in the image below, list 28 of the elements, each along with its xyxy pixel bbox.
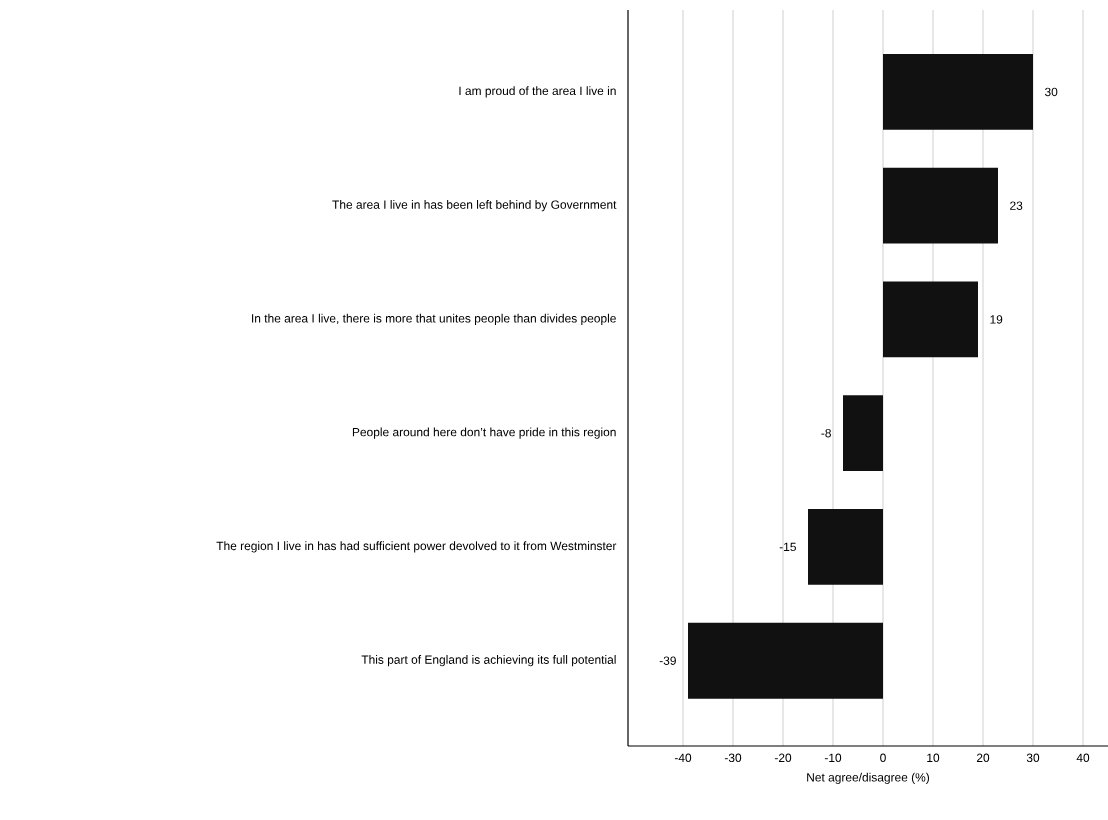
y-tick-label: The area I live in has been left behind by Government [332,200,617,212]
x-tick-label: -10 [824,753,842,762]
x-tick-label: -20 [774,753,792,762]
x-tick-label: -40 [674,753,692,762]
x-axis-title: Net agree/disagree (%) [807,772,930,784]
data-label: -39 [659,656,676,665]
data-label: 23 [1010,201,1023,210]
x-tick-label: 40 [1076,753,1090,762]
bar [883,281,978,358]
data-label: -15 [779,542,796,552]
bar [843,395,883,472]
x-tick-label: -30 [724,753,742,762]
x-tick-label: 30 [1026,753,1040,762]
bar [883,167,998,244]
x-tick-label: 10 [927,753,940,762]
bar [883,53,1033,130]
y-tick-label: I am proud of the area I live in [459,86,616,98]
bar [688,622,883,699]
y-tick-label: In the area I live, there is more that unites people than divides people [252,313,616,325]
y-tick-label: The region I live in has had sufficient power devolved to it from Westminster [216,541,617,553]
data-label: 19 [990,315,1003,324]
data-label: 30 [1044,87,1058,97]
x-tick-label: 0 [880,753,886,762]
y-tick-label: This part of England is achieving its full potential [361,655,616,667]
y-tick-label: People around here don’t have pride in this region [352,427,616,439]
x-tick-label: 20 [976,753,990,762]
data-label: -8 [821,428,831,438]
bar [808,509,883,585]
